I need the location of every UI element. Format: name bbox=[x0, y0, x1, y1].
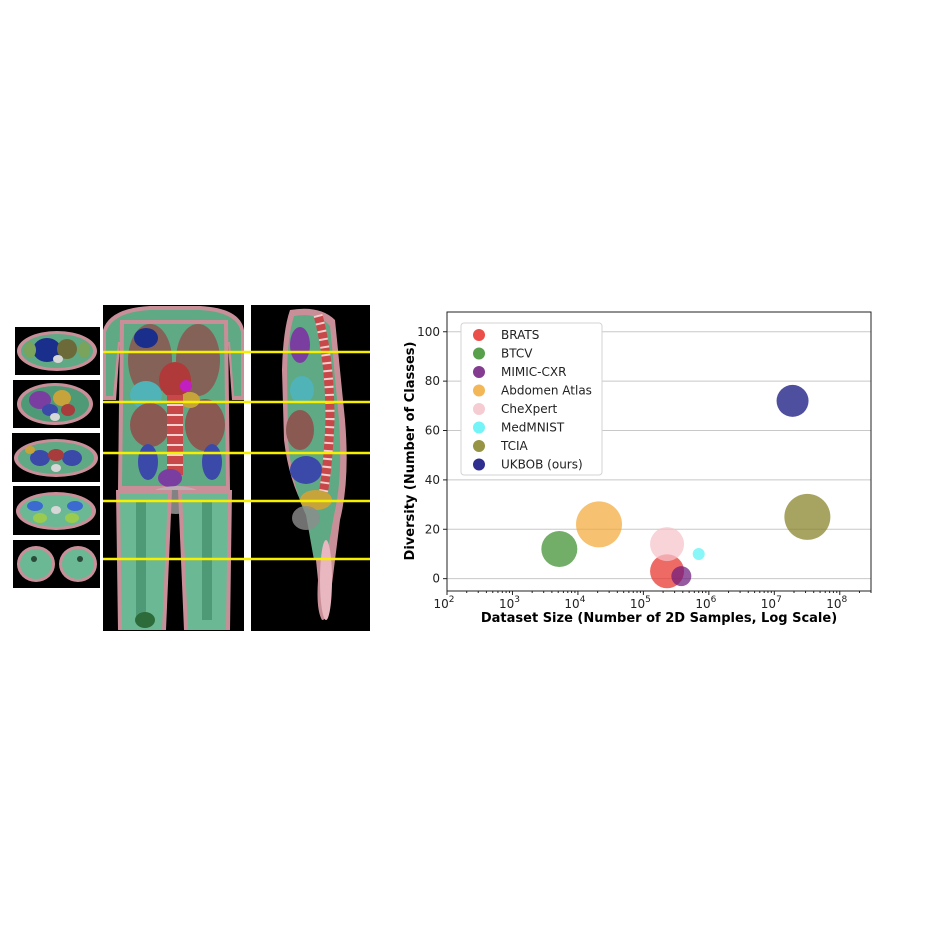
legend-label-chexpert: CheXpert bbox=[501, 402, 558, 416]
slice-indicator-lines bbox=[103, 350, 370, 561]
axial-slice-1 bbox=[15, 327, 100, 375]
x-tick-label-6: 106 bbox=[695, 595, 716, 611]
y-tick-label-80: 80 bbox=[425, 374, 440, 388]
axial-slice-2 bbox=[13, 380, 100, 428]
bubble-ukbob-ours bbox=[776, 384, 809, 417]
legend: BRATS BTCV MIMIC-CXR Abdomen Atlas CheXpert M… bbox=[460, 322, 603, 476]
x-tick-label-4: 104 bbox=[564, 595, 585, 611]
x-tick-label-8: 108 bbox=[826, 595, 847, 611]
y-axis-label: Diversity (Number of Classes) bbox=[403, 342, 418, 561]
legend-box bbox=[460, 322, 603, 476]
axial-slice-5 bbox=[13, 540, 100, 588]
axial-slices-panel bbox=[12, 327, 100, 588]
scatter-chart: 0 20 40 60 80 100 102 103 104 105 106 107 108 BRATS… bbox=[403, 311, 872, 626]
legend-label-brats: BRATS bbox=[501, 328, 539, 342]
legend-marker-btcv bbox=[473, 347, 485, 360]
y-tick-label-60: 60 bbox=[425, 424, 440, 438]
x-axis-label: Dataset Size (Number of 2D Samples, Log … bbox=[481, 611, 837, 626]
legend-label-abdomen-atlas: Abdomen Atlas bbox=[501, 384, 592, 398]
legend-marker-ukbob-ours bbox=[473, 458, 485, 471]
y-tick-label-100: 100 bbox=[417, 325, 440, 339]
axial-slice-3 bbox=[12, 433, 100, 482]
coronal-view-panel bbox=[103, 305, 244, 631]
y-tick-label-20: 20 bbox=[425, 522, 440, 536]
bubbles bbox=[541, 384, 831, 589]
x-tick-label-5: 105 bbox=[630, 595, 651, 611]
legend-marker-brats bbox=[473, 329, 485, 341]
y-tick-label-0: 0 bbox=[432, 572, 440, 586]
legend-label-ukbob-ours: UKBOB (ours) bbox=[501, 458, 583, 472]
legend-label-btcv: BTCV bbox=[501, 347, 533, 361]
legend-marker-mimic-cxr bbox=[473, 366, 485, 378]
sagittal-view-panel bbox=[251, 305, 370, 631]
bubble-medmnist bbox=[692, 547, 705, 560]
bubble-abdomen-atlas bbox=[576, 501, 623, 548]
x-tick-label-2: 102 bbox=[433, 595, 454, 611]
legend-items: BRATS BTCV MIMIC-CXR Abdomen Atlas CheXpert M… bbox=[473, 328, 592, 472]
legend-label-medmnist: MedMNIST bbox=[501, 421, 565, 435]
plot-area-frame bbox=[446, 311, 872, 592]
legend-marker-tcia bbox=[473, 440, 485, 452]
legend-label-tcia: TCIA bbox=[500, 439, 529, 453]
legend-label-mimic-cxr: MIMIC-CXR bbox=[501, 365, 566, 379]
x-tick-label-3: 103 bbox=[499, 595, 520, 611]
bubble-mimic-cxr bbox=[671, 566, 692, 587]
axial-slice-4 bbox=[13, 486, 100, 535]
y-tick-label-40: 40 bbox=[425, 473, 440, 487]
bubble-chexpert bbox=[650, 527, 685, 562]
legend-marker-abdomen-atlas bbox=[473, 384, 485, 397]
bubble-tcia bbox=[784, 493, 831, 540]
legend-marker-chexpert bbox=[473, 403, 485, 415]
legend-marker-medmnist bbox=[473, 421, 485, 434]
x-tick-label-7: 107 bbox=[761, 595, 782, 611]
x-axis-ticks: 102 103 104 105 106 107 108 bbox=[433, 591, 872, 611]
bubble-btcv bbox=[541, 531, 578, 568]
y-axis-ticks: 0 20 40 60 80 100 bbox=[417, 325, 447, 586]
